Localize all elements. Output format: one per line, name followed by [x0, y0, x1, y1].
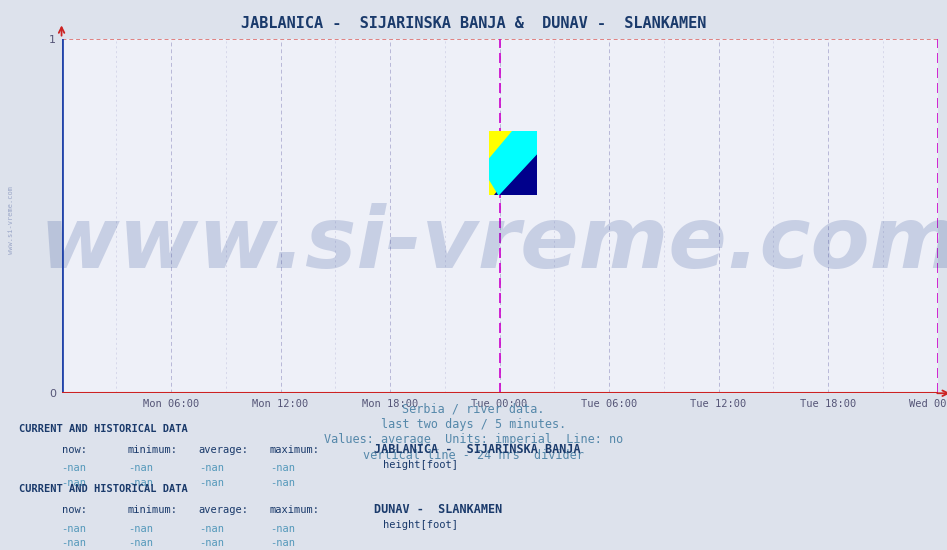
Text: -nan: -nan — [270, 477, 295, 488]
Text: maximum:: maximum: — [270, 505, 320, 515]
Text: now:: now: — [62, 505, 86, 515]
Text: minimum:: minimum: — [128, 444, 178, 455]
Text: vertical line - 24 hrs  divider: vertical line - 24 hrs divider — [363, 449, 584, 462]
Text: -nan: -nan — [270, 538, 295, 548]
Text: -nan: -nan — [270, 463, 295, 474]
Text: -nan: -nan — [62, 524, 86, 534]
Text: -nan: -nan — [62, 463, 86, 474]
Text: -nan: -nan — [199, 538, 223, 548]
Text: Serbia / river data.: Serbia / river data. — [402, 403, 545, 416]
Text: www.si-vreme.com: www.si-vreme.com — [9, 186, 14, 254]
Text: www.si-vreme.com: www.si-vreme.com — [40, 203, 947, 286]
Text: -nan: -nan — [128, 463, 152, 474]
Text: minimum:: minimum: — [128, 505, 178, 515]
Bar — [489, 131, 513, 195]
Text: CURRENT AND HISTORICAL DATA: CURRENT AND HISTORICAL DATA — [19, 424, 188, 434]
Bar — [513, 131, 537, 195]
Text: -nan: -nan — [199, 477, 223, 488]
Text: JABLANICA -  SIJARINSKA BANJA &  DUNAV -  SLANKAMEN: JABLANICA - SIJARINSKA BANJA & DUNAV - S… — [241, 16, 706, 31]
Text: average:: average: — [199, 505, 249, 515]
Polygon shape — [493, 140, 537, 195]
Text: last two days / 5 minutes.: last two days / 5 minutes. — [381, 418, 566, 431]
Text: maximum:: maximum: — [270, 444, 320, 455]
Text: -nan: -nan — [199, 524, 223, 534]
Text: height[foot]: height[foot] — [383, 459, 457, 470]
Polygon shape — [489, 131, 537, 195]
Text: -nan: -nan — [128, 538, 152, 548]
Text: average:: average: — [199, 444, 249, 455]
Text: Values: average  Units: imperial  Line: no: Values: average Units: imperial Line: no — [324, 433, 623, 447]
Text: DUNAV -  SLANKAMEN: DUNAV - SLANKAMEN — [374, 503, 502, 516]
Text: -nan: -nan — [270, 524, 295, 534]
Text: now:: now: — [62, 444, 86, 455]
Text: -nan: -nan — [128, 524, 152, 534]
Text: height[foot]: height[foot] — [383, 520, 457, 530]
Text: -nan: -nan — [62, 538, 86, 548]
Text: -nan: -nan — [62, 477, 86, 488]
Text: CURRENT AND HISTORICAL DATA: CURRENT AND HISTORICAL DATA — [19, 484, 188, 494]
Text: -nan: -nan — [199, 463, 223, 474]
Text: -nan: -nan — [128, 477, 152, 488]
Text: JABLANICA -  SIJARINSKA BANJA: JABLANICA - SIJARINSKA BANJA — [374, 443, 581, 455]
